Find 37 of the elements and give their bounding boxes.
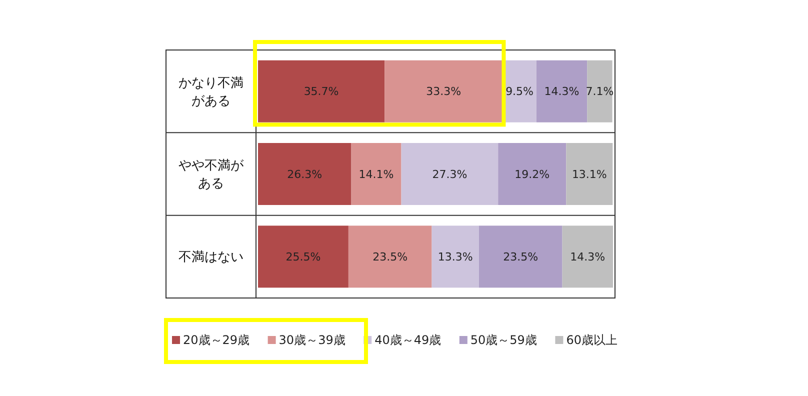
legend-label: 40歳～49歳 — [374, 333, 442, 348]
data-label: 13.3% — [438, 250, 473, 264]
bar — [536, 60, 588, 122]
bar — [258, 143, 352, 205]
data-label: 27.3% — [432, 168, 468, 181]
bar — [562, 226, 613, 288]
data-label: 26.3% — [287, 168, 322, 181]
bar — [401, 143, 498, 205]
legend-label: 20歳～29歳 — [183, 333, 250, 348]
data-label: 23.5% — [503, 250, 538, 264]
bar — [432, 226, 479, 288]
bar — [258, 226, 348, 288]
bar — [351, 143, 402, 205]
data-label: 14.3% — [544, 85, 580, 98]
bar — [478, 226, 562, 288]
data-label: 33.3% — [426, 85, 462, 98]
data-label: 14.3% — [570, 250, 606, 264]
y-tick-label: 不満はない — [178, 250, 244, 266]
data-label: 25.5% — [286, 250, 321, 264]
data-label: 23.5% — [372, 250, 408, 264]
bar — [348, 226, 432, 288]
y-tick-label: やや不満がある — [178, 158, 244, 192]
bar — [258, 60, 385, 122]
data-label: 13.1% — [572, 168, 607, 181]
bar — [384, 60, 503, 122]
legend-label: 50歳～59歳 — [470, 333, 537, 348]
data-label: 19.2% — [514, 168, 550, 181]
legend-label: 30歳～39歳 — [278, 333, 346, 348]
data-label: 14.1% — [358, 168, 394, 181]
legend-label: 60歳以上 — [566, 333, 618, 348]
bar — [587, 60, 612, 122]
y-tick-label: かなり不満がある — [178, 76, 244, 109]
bar — [498, 143, 566, 205]
data-label: 7.1% — [586, 85, 614, 98]
data-label: 9.5% — [506, 85, 534, 98]
bar — [566, 143, 613, 205]
data-label: 35.7% — [304, 85, 339, 98]
